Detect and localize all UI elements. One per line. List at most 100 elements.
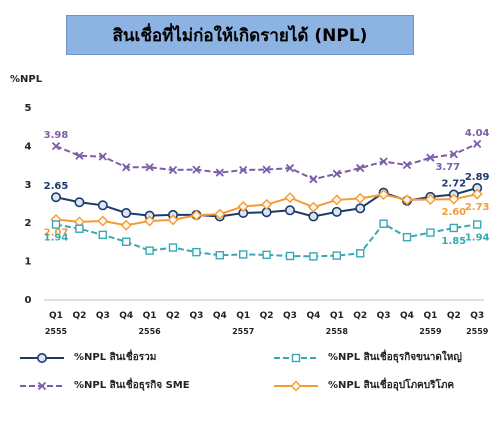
data-point (121, 237, 131, 246)
data-point (379, 157, 388, 166)
data-point (473, 220, 482, 229)
data-point (237, 200, 249, 212)
data-point (473, 139, 482, 149)
data-point (97, 215, 109, 227)
data-point (402, 232, 412, 242)
x-tick-quarter: Q2 (447, 311, 461, 321)
data-point (215, 168, 224, 177)
data-point (355, 203, 366, 214)
data-point (471, 188, 483, 200)
data-point (307, 201, 319, 213)
data-label: 1.85 (441, 236, 466, 247)
data-point (238, 250, 248, 259)
x-tick-quarter: Q1 (143, 311, 157, 321)
series-3 (51, 219, 482, 261)
data-point (356, 163, 365, 173)
data-point (215, 251, 225, 260)
data-point (168, 165, 178, 175)
x-tick-quarter: Q1 (49, 311, 63, 321)
x-tick-quarter: Q3 (377, 311, 391, 321)
data-point (98, 152, 107, 161)
data-point (75, 224, 84, 233)
y-tick-label: 5 (25, 103, 32, 114)
data-point (332, 251, 341, 260)
data-point (145, 163, 154, 172)
series-0 (51, 139, 482, 184)
x-tick-year: 2556 (138, 327, 161, 336)
x-tick-quarter: Q4 (119, 311, 133, 321)
data-point (97, 200, 108, 211)
data-point (401, 194, 413, 206)
data-point (449, 150, 458, 159)
x-tick-quarter: Q4 (213, 311, 227, 321)
data-point (262, 250, 271, 260)
x-tick-quarter: Q4 (306, 311, 320, 321)
data-point (379, 219, 388, 228)
data-point (284, 205, 295, 216)
x-tick-quarter: Q2 (353, 311, 367, 321)
y-tick-label: 3 (25, 180, 32, 191)
y-tick-label: 1 (25, 257, 32, 268)
data-point (121, 207, 132, 218)
x-tick-quarter: Q2 (72, 311, 86, 321)
data-point (74, 197, 85, 208)
data-point (120, 219, 132, 231)
chart-title-box: สินเชื่อที่ไม่ก่อให้เกิดรายได้ (NPL) (66, 15, 414, 55)
data-point (167, 214, 179, 226)
data-label: 2.72 (441, 179, 466, 190)
x-tick-year: 2559 (419, 327, 442, 336)
data-label: 3.98 (44, 130, 69, 141)
data-point (331, 194, 343, 206)
y-tick-label: 4 (25, 141, 32, 152)
data-label: 1.94 (465, 233, 490, 244)
data-label: 2.89 (465, 172, 490, 183)
x-tick-quarter: Q1 (423, 311, 437, 321)
data-point (144, 215, 156, 227)
x-tick-year: 2558 (326, 327, 349, 336)
data-point (239, 165, 248, 175)
data-point (284, 192, 296, 204)
data-point (75, 151, 84, 160)
x-tick-quarter: Q2 (166, 311, 180, 321)
data-point (448, 193, 460, 205)
data-point (168, 243, 178, 252)
data-label: 2.65 (44, 181, 69, 192)
data-point (285, 251, 295, 261)
x-tick-quarter: Q3 (283, 311, 297, 321)
x-tick-quarter: Q1 (330, 311, 344, 321)
chart-title: สินเชื่อที่ไม่ก่อให้เกิดรายได้ (NPL) (112, 25, 368, 46)
data-label: 2.73 (465, 202, 490, 213)
data-point (122, 163, 131, 172)
x-tick-quarter: Q3 (96, 311, 110, 321)
x-tick-quarter: Q3 (189, 311, 203, 321)
data-point (449, 223, 458, 233)
data-point (145, 246, 154, 255)
x-tick-year: 2559 (466, 327, 489, 336)
x-tick-quarter: Q1 (236, 311, 250, 321)
data-point (309, 175, 318, 184)
series-2 (50, 188, 483, 231)
y-tick-label: 2 (25, 218, 32, 229)
data-label: 3.77 (435, 162, 460, 173)
data-point (190, 209, 202, 221)
data-point (50, 192, 61, 203)
x-tick-quarter: Q4 (400, 311, 414, 321)
data-point (51, 142, 61, 151)
data-point (331, 206, 342, 217)
data-point (426, 228, 435, 237)
data-point (426, 153, 435, 162)
data-label: 4.04 (465, 128, 490, 139)
data-label: 2.07 (44, 228, 69, 239)
data-point (356, 249, 365, 258)
data-label: 1.94 (44, 233, 69, 244)
x-tick-quarter: Q2 (260, 311, 274, 321)
x-tick-quarter: Q3 (470, 311, 484, 321)
y-tick-label: 0 (25, 295, 32, 306)
data-point (309, 252, 318, 261)
x-tick-year: 2555 (45, 327, 68, 336)
data-point (192, 165, 201, 174)
data-point (332, 169, 341, 178)
data-point (98, 230, 108, 240)
y-axis-label: %NPL (10, 74, 43, 85)
